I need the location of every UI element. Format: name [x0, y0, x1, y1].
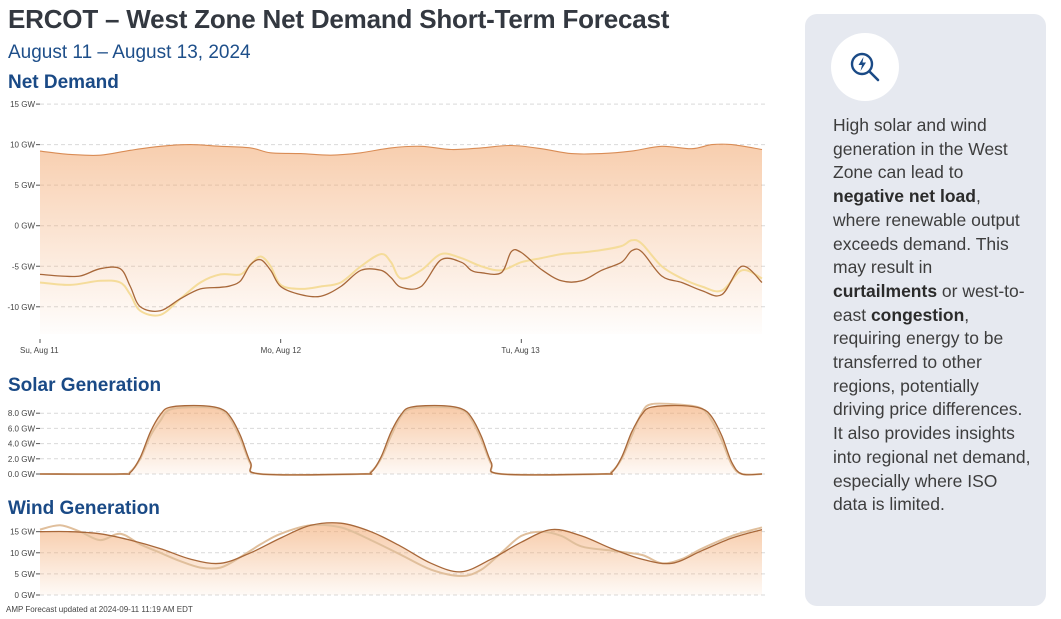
x-tick-label: Tu, Aug 13: [501, 346, 540, 355]
y-tick-label: 4.0 GW: [8, 440, 36, 449]
y-tick-label: 10 GW: [10, 141, 35, 150]
y-tick-label: -5 GW: [12, 262, 36, 271]
series-area: [40, 405, 762, 475]
series-line-forecast: [39, 248, 763, 312]
series-line-upper-band: [39, 143, 763, 157]
y-tick-label: 2.0 GW: [8, 455, 36, 464]
insight-text: High solar and wind generation in the We…: [833, 114, 1033, 517]
insight-text-run: , requiring energy to be transferred to …: [833, 304, 1031, 515]
wind-generation-chart: 15 GW 10 GW 5 GW 0 GW: [10, 522, 766, 600]
y-tick-label: 5 GW: [15, 181, 36, 190]
page-title: ERCOT – West Zone Net Demand Short-Term …: [8, 4, 670, 34]
insight-text-run: or west-to-east: [833, 280, 1025, 325]
series-line-forecast: [39, 404, 763, 476]
y-tick-label: 8.0 GW: [8, 409, 36, 418]
y-tick-label: 10 GW: [10, 549, 35, 558]
series-area: [40, 144, 762, 334]
series-line-alternate-forecast: [39, 239, 763, 317]
y-tick-label: 15 GW: [10, 528, 35, 537]
series-line-forecast: [39, 522, 763, 573]
y-tick-label: 0.0 GW: [8, 470, 36, 479]
insight-emphasis: negative net load: [833, 186, 976, 207]
forecast-update-note: AMP Forecast updated at 2024-09-11 11:19…: [6, 605, 193, 614]
insight-emphasis: curtailments: [833, 280, 938, 301]
series-line-alternate-forecast: [39, 402, 763, 476]
y-tick-label: 6.0 GW: [8, 424, 36, 433]
insight-text-run: High solar and wind generation in the We…: [833, 115, 1008, 183]
y-tick-label: 0 GW: [15, 222, 36, 231]
series-line-alternate-forecast: [39, 523, 763, 577]
x-tick-label: Mo, Aug 12: [261, 346, 302, 355]
y-tick-label: 0 GW: [15, 591, 36, 600]
y-tick-label: 15 GW: [10, 100, 35, 109]
series-area: [40, 522, 762, 595]
insight-emphasis: congestion: [870, 304, 965, 325]
x-tick-label: Su, Aug 11: [20, 346, 59, 355]
net-demand-chart: 15 GW 10 GW 5 GW 0 GW -5 GW -10 GW Su, Aug 11 M…: [7, 100, 766, 355]
wind-generation-chart-title: Wind Generation: [8, 498, 160, 519]
y-tick-label: 5 GW: [15, 570, 36, 579]
insight-text-run: , where renewable output exceeds demand.…: [833, 186, 1020, 278]
solar-generation-chart: 8.0 GW 6.0 GW 4.0 GW 2.0 GW 0.0 GW: [8, 402, 766, 479]
y-tick-label: -10 GW: [7, 303, 35, 312]
date-range-subtitle: August 11 – August 13, 2024: [8, 42, 251, 63]
solar-generation-chart-title: Solar Generation: [8, 375, 162, 396]
net-demand-chart-title: Net Demand: [8, 72, 119, 93]
magnifier-lightning-icon: [831, 33, 899, 101]
insight-panel: High solar and wind generation in the We…: [805, 14, 1046, 606]
